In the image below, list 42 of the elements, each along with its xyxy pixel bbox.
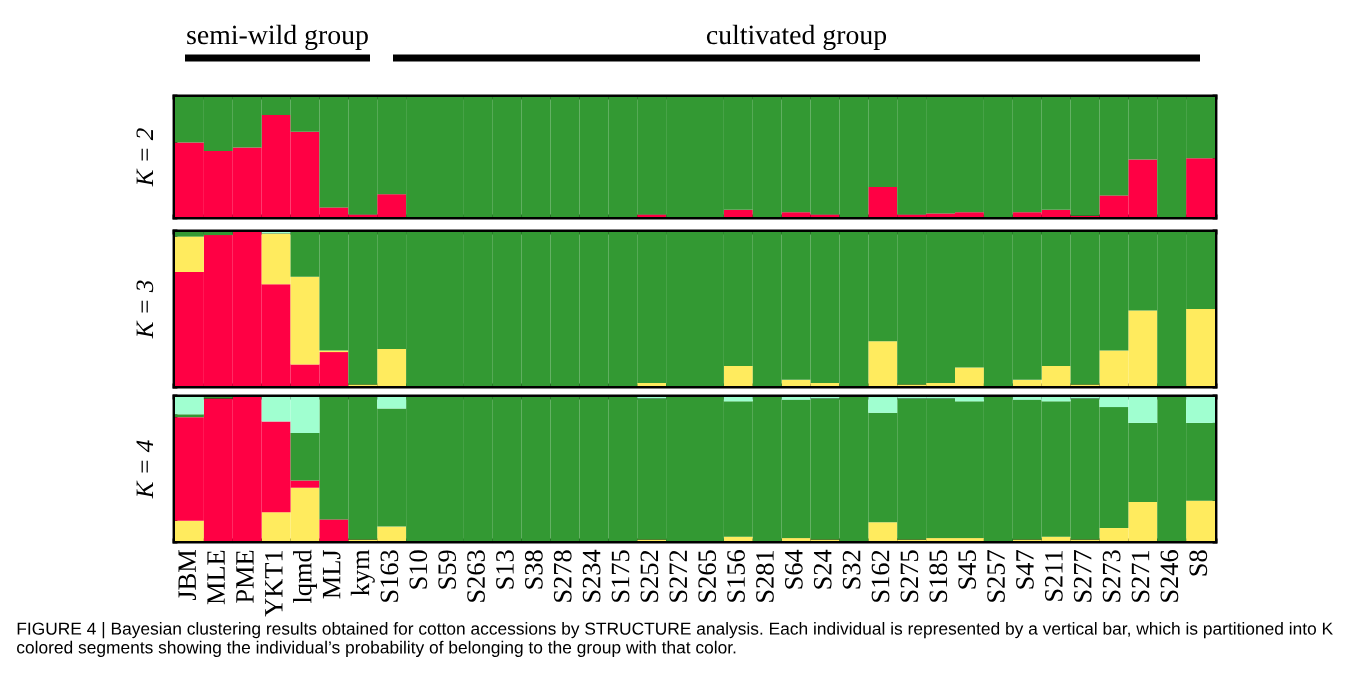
- x-tick-label: S45: [958, 550, 977, 589]
- x-tick-label: S24: [813, 549, 832, 589]
- x-tick-label: MLJ: [322, 549, 341, 599]
- x-tick-label: S271: [1131, 550, 1150, 602]
- x-tick-label: S38: [524, 550, 543, 589]
- x-tick-label: S272: [669, 550, 688, 602]
- x-tick-label: S162: [871, 550, 890, 602]
- x-tick-label: S278: [553, 550, 572, 602]
- x-tick-label: S156: [727, 550, 745, 602]
- x-tick-label: JBM: [178, 550, 197, 601]
- x-tick-label: S185: [929, 550, 948, 602]
- x-tick-label: S8: [1189, 550, 1208, 576]
- x-tick-label: S273: [1102, 550, 1121, 602]
- x-tick-label: S163: [380, 550, 399, 602]
- x-tick-label: S275: [900, 550, 919, 602]
- x-tick-label: S246: [1160, 550, 1179, 602]
- x-tick-label: lqmd: [293, 549, 317, 604]
- y-axis-title: K = 3: [136, 280, 154, 339]
- y-axis-title: K = 4: [136, 440, 154, 499]
- x-tick-label: S59: [438, 550, 457, 589]
- x-tick-label: PME: [236, 550, 254, 603]
- x-tick-label: S277: [1073, 550, 1092, 602]
- text: cultivated group: [706, 24, 887, 50]
- x-tick-label: S10: [409, 550, 428, 589]
- x-tick-label: S211: [1044, 550, 1063, 601]
- y-axis-title: K = 2: [136, 128, 154, 187]
- x-tick-label: S281: [756, 550, 774, 602]
- x-tick-label: YKT1: [265, 550, 283, 617]
- x-tick-label: S175: [611, 550, 630, 602]
- x-tick-label: MLE: [207, 550, 225, 605]
- x-tick-label: S257: [987, 550, 1005, 602]
- x-tick-label: S234: [582, 549, 601, 602]
- x-tick-label: kym: [350, 549, 375, 596]
- x-tick-label: S47: [1016, 550, 1034, 589]
- x-tick-label: S265: [698, 550, 717, 602]
- x-tick-label: S13: [496, 550, 514, 589]
- caption: FIGURE 4 | Bayesian clustering results obtained for cotton accessions by STRUCTURE analysis. Each individual is represented by a vertical bar, which is partitioned into K colored segments showing the individual’s probability of belonging to the group with that color.: [17, 622, 1333, 657]
- x-tick-label: S263: [467, 550, 485, 602]
- text: semi-wild group: [187, 24, 368, 50]
- x-tick-label: S252: [640, 550, 659, 602]
- x-tick-label: S64: [784, 549, 803, 589]
- x-tick-label: S32: [842, 550, 861, 589]
